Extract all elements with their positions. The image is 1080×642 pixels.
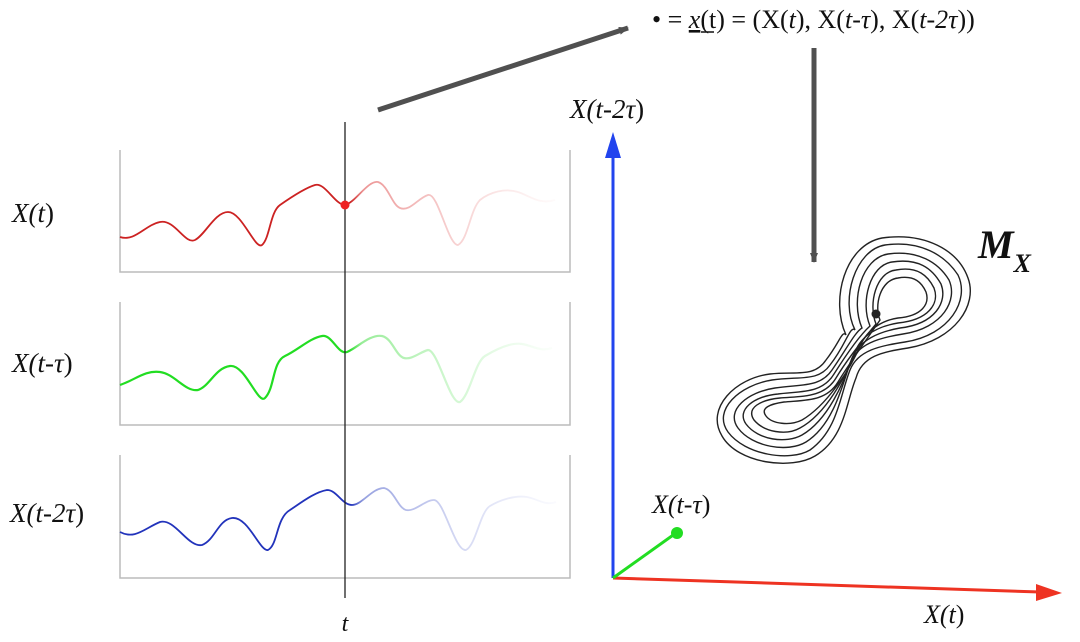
z-axis-arrowhead bbox=[605, 132, 621, 158]
panel-label-x-t-tau: X(t-τ) bbox=[11, 348, 73, 378]
manifold-point bbox=[871, 309, 881, 319]
x-axis-arrowhead bbox=[1036, 584, 1062, 601]
formula-vector: x bbox=[688, 5, 701, 34]
current-point-dot bbox=[340, 200, 350, 210]
series-curve-x-t-tau bbox=[119, 334, 553, 404]
formula-bullet: • bbox=[652, 5, 661, 34]
x-axis-label: X(t) bbox=[923, 600, 964, 629]
attractor-loop bbox=[742, 260, 944, 441]
attractor-manifold bbox=[716, 236, 971, 464]
arrow-to-formula bbox=[377, 25, 629, 113]
attractor-loop bbox=[716, 236, 971, 464]
manifold-label: MX bbox=[977, 222, 1032, 278]
attractor-loop bbox=[751, 268, 937, 433]
y-axis-label: X(t-τ) bbox=[651, 490, 710, 519]
series-curve-x-t-2tau bbox=[119, 487, 557, 551]
panel-label-x-t-2tau: X(t-2τ) bbox=[9, 498, 84, 528]
time-marker-label: t bbox=[342, 611, 350, 637]
x-axis bbox=[612, 576, 1041, 594]
panel-label-x-t: X(t) bbox=[11, 198, 54, 228]
attractor-loop bbox=[763, 276, 928, 425]
embedding-formula: • = x(t) = (X(t), X(t-τ), X(t-2τ)) bbox=[652, 5, 975, 34]
z-axis-label: X(t-2τ) bbox=[569, 94, 644, 124]
series-curve-x-t bbox=[119, 181, 556, 246]
y-axis-end-dot bbox=[671, 527, 683, 539]
attractor-loop bbox=[722, 243, 963, 457]
y-axis bbox=[612, 531, 677, 580]
attractor-loop bbox=[733, 252, 953, 449]
